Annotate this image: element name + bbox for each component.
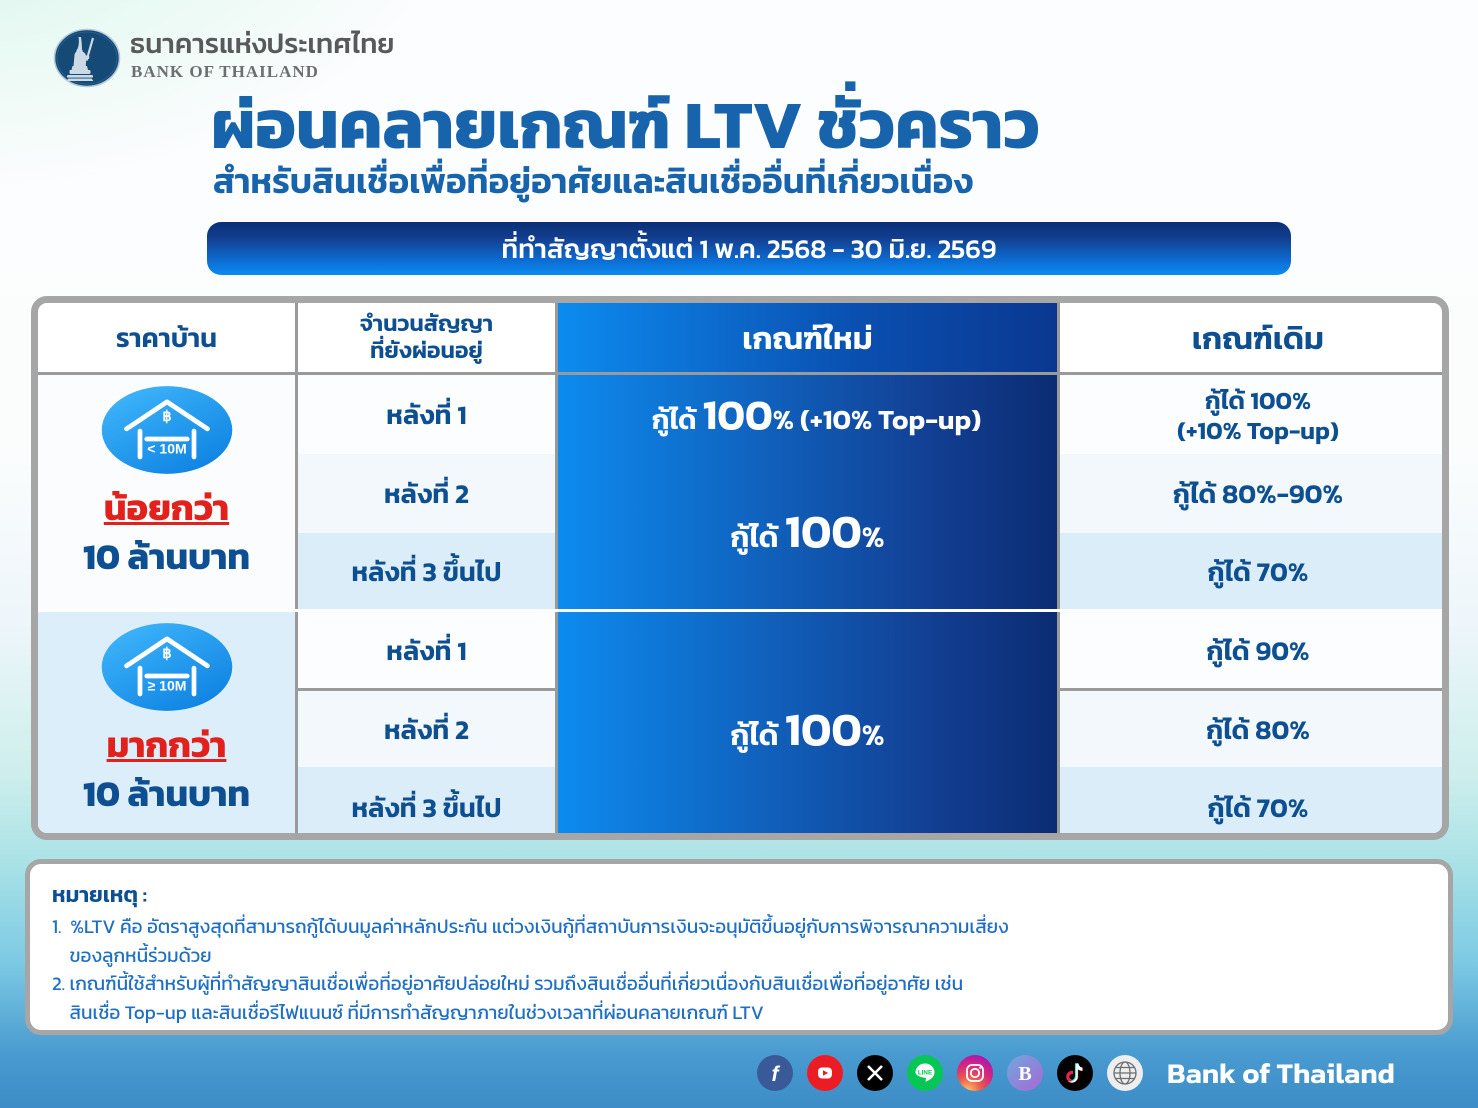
svg-text:< 10M: < 10M: [147, 441, 186, 457]
svg-text:≥ 10M: ≥ 10M: [147, 678, 186, 694]
svg-text:฿: ฿: [162, 409, 171, 425]
svg-text:฿: ฿: [162, 646, 171, 662]
svg-text:B: B: [1018, 1063, 1031, 1085]
svg-text:LINE: LINE: [918, 1069, 932, 1076]
